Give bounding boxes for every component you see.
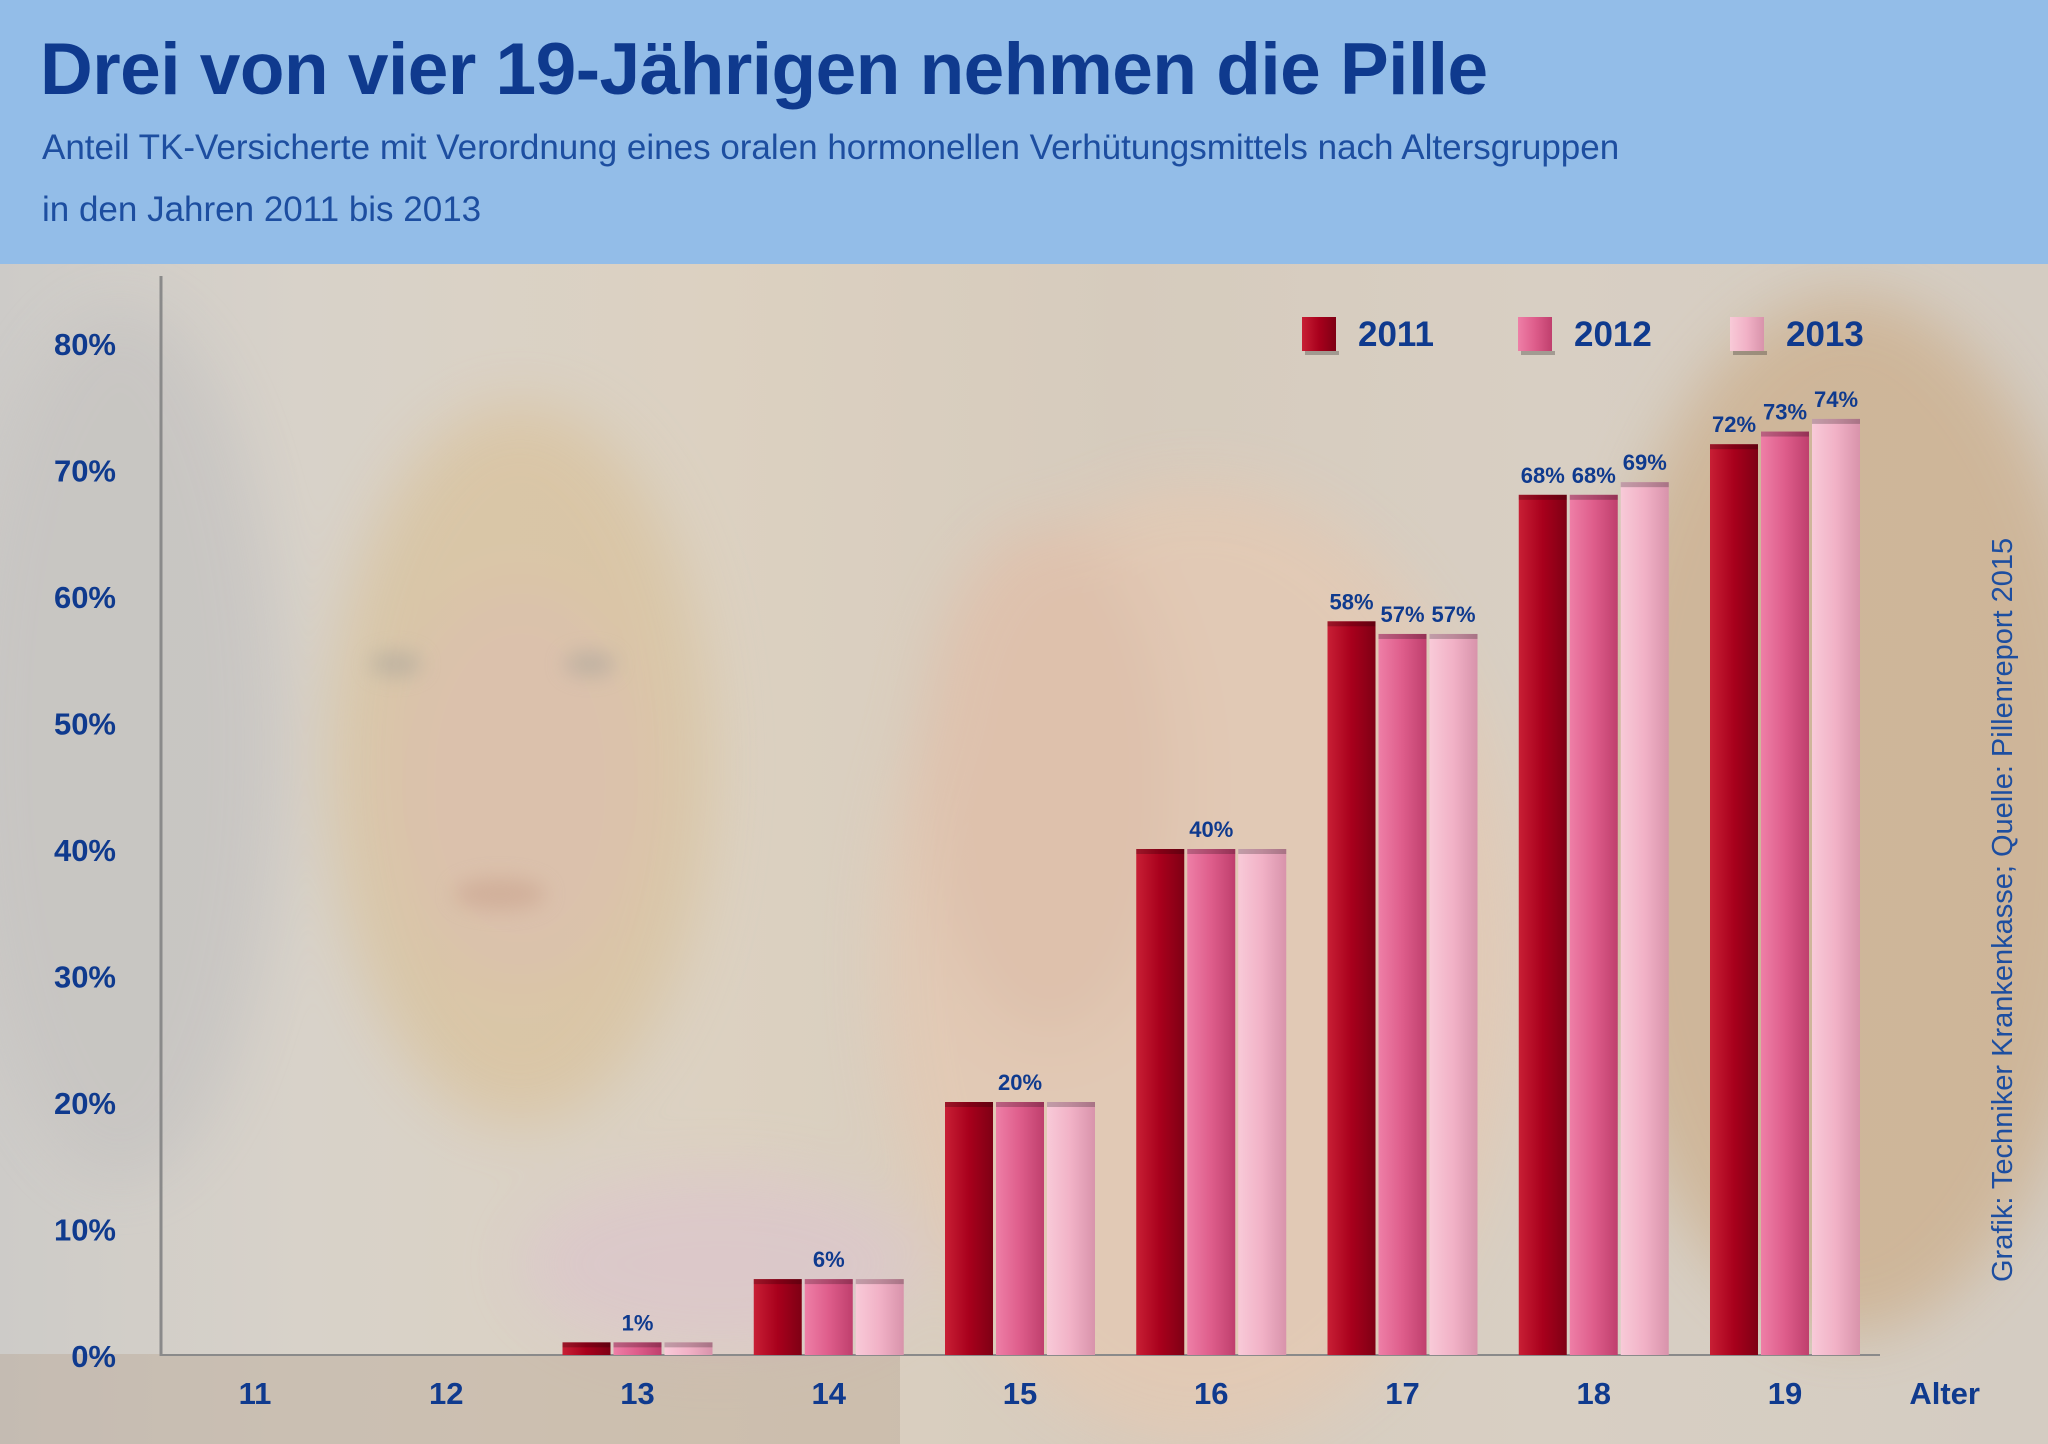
data-label: 69% [1623, 450, 1667, 475]
x-tick-label: 15 [1003, 1376, 1037, 1411]
legend-swatch-2013 [1730, 317, 1764, 351]
bar-2012-age-16 [1187, 849, 1236, 1355]
x-tick-label: 12 [429, 1376, 463, 1411]
x-tick-label: 13 [620, 1376, 654, 1411]
bar-2012-age-17 [1378, 633, 1427, 1355]
x-axis-ticks: 11 12 13 14 15 16 17 18 19 [239, 1376, 1803, 1411]
bar-top-edge [613, 1342, 662, 1348]
bar-2011-age-14 [753, 1279, 802, 1355]
bar-2011-age-19 [1710, 444, 1758, 1355]
legend-swatch-2011 [1302, 317, 1336, 351]
y-tick-label: 0% [71, 1339, 116, 1374]
x-tick-label: 17 [1385, 1376, 1419, 1411]
data-label: 20% [998, 1070, 1042, 1095]
bar-top-edge [804, 1279, 853, 1285]
bar-top-edge [855, 1279, 904, 1285]
y-axis-ticks: 0% 10% 20% 30% 40% 50% 60% 70% 80% [54, 327, 116, 1374]
data-label: 68% [1572, 463, 1616, 488]
bar-2011-age-15 [945, 1102, 993, 1355]
source-credit: Grafik: Techniker Krankenkasse; Quelle: … [1987, 538, 2019, 1282]
bar-2011-age-18 [1518, 494, 1567, 1355]
y-tick-label: 80% [54, 327, 116, 362]
bar-top-edge [1378, 633, 1427, 639]
subtitle-line-1: Anteil TK-Versicherte mit Verordnung ein… [42, 128, 1620, 167]
bar-top-edge [1429, 633, 1478, 639]
subtitle-line-2: in den Jahren 2011 bis 2013 [42, 190, 482, 229]
bar-2012-age-13 [613, 1342, 662, 1355]
x-tick-label: 11 [239, 1376, 272, 1411]
data-labels: 1% 6% 20% 40% 58% 57% 57% 68% 68% 69% 72% 73% 74% [622, 387, 1858, 1335]
bar-2013-age-14 [855, 1279, 904, 1355]
bar-top-edge [1761, 431, 1809, 437]
bar-2012-age-15 [996, 1102, 1044, 1355]
bar-top-edge [1518, 494, 1567, 500]
bar-top-edge [1187, 849, 1236, 854]
header-banner: Drei von vier 19-Jährigen nehmen die Pil… [0, 0, 2048, 264]
bar-top-edge [1710, 444, 1758, 450]
bar-2011-age-13 [562, 1342, 611, 1355]
y-tick-label: 40% [54, 833, 116, 868]
chart-area: 0% 10% 20% 30% 40% 50% 60% 70% 80% 1% 6% 20% 40% 58%… [0, 264, 2048, 1444]
legend-swatch-shadow [1305, 351, 1339, 355]
bar-2011-age-16 [1136, 849, 1185, 1355]
data-label: 6% [813, 1247, 845, 1272]
x-tick-label: 16 [1194, 1376, 1228, 1411]
legend-label-2012: 2012 [1574, 315, 1652, 354]
data-label: 57% [1431, 602, 1475, 627]
bar-2013-age-16 [1238, 849, 1287, 1355]
bar-top-edge [1327, 621, 1376, 627]
x-tick-label: 18 [1577, 1376, 1611, 1411]
x-axis-title: Alter [1909, 1376, 1980, 1411]
bar-2013-age-19 [1812, 418, 1860, 1355]
y-tick-label: 60% [54, 580, 116, 615]
legend-label-2011: 2011 [1358, 315, 1434, 354]
bar-top-edge [1238, 849, 1287, 854]
y-tick-label: 50% [54, 707, 116, 742]
legend: 2011 2012 2013 [1302, 315, 1864, 355]
data-label: 68% [1521, 463, 1565, 488]
data-label: 74% [1814, 387, 1858, 412]
x-tick-label: 14 [812, 1376, 847, 1411]
y-tick-label: 70% [54, 454, 116, 489]
y-tick-label: 20% [54, 1086, 116, 1121]
bar-top-edge [664, 1342, 713, 1348]
x-tick-label: 19 [1768, 1376, 1802, 1411]
bar-top-edge [1047, 1102, 1095, 1107]
bar-2012-age-14 [804, 1279, 853, 1355]
data-label: 72% [1712, 412, 1756, 437]
data-label: 58% [1329, 589, 1373, 614]
bar-2013-age-18 [1620, 482, 1669, 1355]
bar-top-edge [1569, 494, 1618, 500]
data-label: 40% [1189, 817, 1233, 842]
bar-2011-age-17 [1327, 621, 1376, 1355]
data-label: 1% [622, 1310, 654, 1335]
bar-2013-age-13 [664, 1342, 713, 1355]
bar-2013-age-15 [1047, 1102, 1095, 1355]
bar-top-edge [562, 1342, 611, 1348]
page-title: Drei von vier 19-Jährigen nehmen die Pil… [40, 29, 1488, 110]
bar-2012-age-19 [1761, 431, 1809, 1355]
bar-top-edge [996, 1102, 1044, 1107]
bar-top-edge [753, 1279, 802, 1285]
legend-swatch-shadow [1733, 351, 1767, 355]
legend-label-2013: 2013 [1786, 315, 1864, 354]
legend-swatch-2012 [1518, 317, 1552, 351]
bar-chart: 0% 10% 20% 30% 40% 50% 60% 70% 80% 1% 6% 20% 40% 58%… [54, 276, 2019, 1411]
bar-2013-age-17 [1429, 633, 1478, 1355]
bar-top-edge [1620, 482, 1669, 488]
bar-top-edge [1812, 418, 1860, 424]
legend-swatch-shadow [1521, 351, 1555, 355]
bar-2012-age-18 [1569, 494, 1618, 1355]
bar-top-edge [945, 1102, 993, 1107]
bars [562, 418, 1860, 1355]
y-tick-label: 30% [54, 960, 116, 995]
bar-top-edge [1136, 849, 1185, 854]
data-label: 73% [1763, 400, 1807, 425]
y-tick-label: 10% [54, 1213, 116, 1248]
data-label: 57% [1380, 602, 1424, 627]
